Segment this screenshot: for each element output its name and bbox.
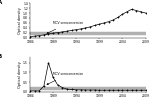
Text: MCV seroconversion: MCV seroconversion bbox=[47, 21, 83, 33]
Text: A: A bbox=[0, 0, 2, 5]
Y-axis label: Optical density: Optical density bbox=[18, 61, 22, 88]
Text: MCV seroconversion: MCV seroconversion bbox=[47, 72, 83, 85]
Y-axis label: Optical density: Optical density bbox=[18, 7, 22, 34]
Text: B: B bbox=[0, 54, 2, 59]
